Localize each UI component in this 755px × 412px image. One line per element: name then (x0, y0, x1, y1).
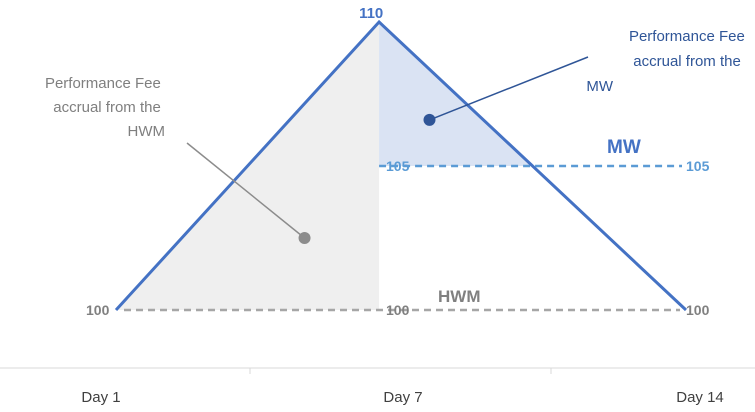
mw-end-label: 105 (686, 158, 710, 174)
x-axis-labels: Day 1 Day 7 Day 14 (81, 389, 723, 406)
hwm-start-label: 100 (86, 302, 110, 318)
hwm-fee-leader-line (186, 142, 306, 239)
hwm-fee-annotation-line-3: HWM (128, 123, 166, 140)
hwm-end-label: 100 (686, 302, 710, 318)
mw-fee-annotation-line-3: MW (586, 78, 613, 95)
mw-name-label: MW (607, 137, 641, 158)
mw-start-label: 105 (386, 158, 410, 174)
hwm-fee-marker (298, 232, 311, 244)
x-tick-label: Day 1 (81, 389, 120, 406)
hwm-mid-label: 100 (386, 302, 410, 318)
annotation-leaders (186, 56, 589, 244)
x-tick-label: Day 14 (676, 389, 724, 406)
mw-fee-annotation-line-1: Performance Fee (629, 28, 745, 45)
mw-fee-leader-line (429, 56, 589, 121)
peak-label: 110 (359, 5, 383, 22)
series (114, 19, 688, 312)
mw-fee-marker (423, 113, 436, 126)
hwm-fee-annotation-line-2: accrual from the (53, 99, 161, 116)
series-line (114, 19, 688, 312)
mw-fee-annotation: Performance Fee accrual from the MW (586, 28, 749, 95)
hwm-fee-annotation-line-1: Performance Fee (45, 75, 161, 92)
mw-fee-annotation-line-2: accrual from the (633, 53, 741, 70)
x-axis-ticks (249, 368, 552, 374)
hwm-fee-annotation: Performance Fee accrual from the HWM (45, 75, 165, 140)
hwm-name-label: HWM (438, 287, 480, 306)
x-tick-label: Day 7 (383, 389, 422, 406)
